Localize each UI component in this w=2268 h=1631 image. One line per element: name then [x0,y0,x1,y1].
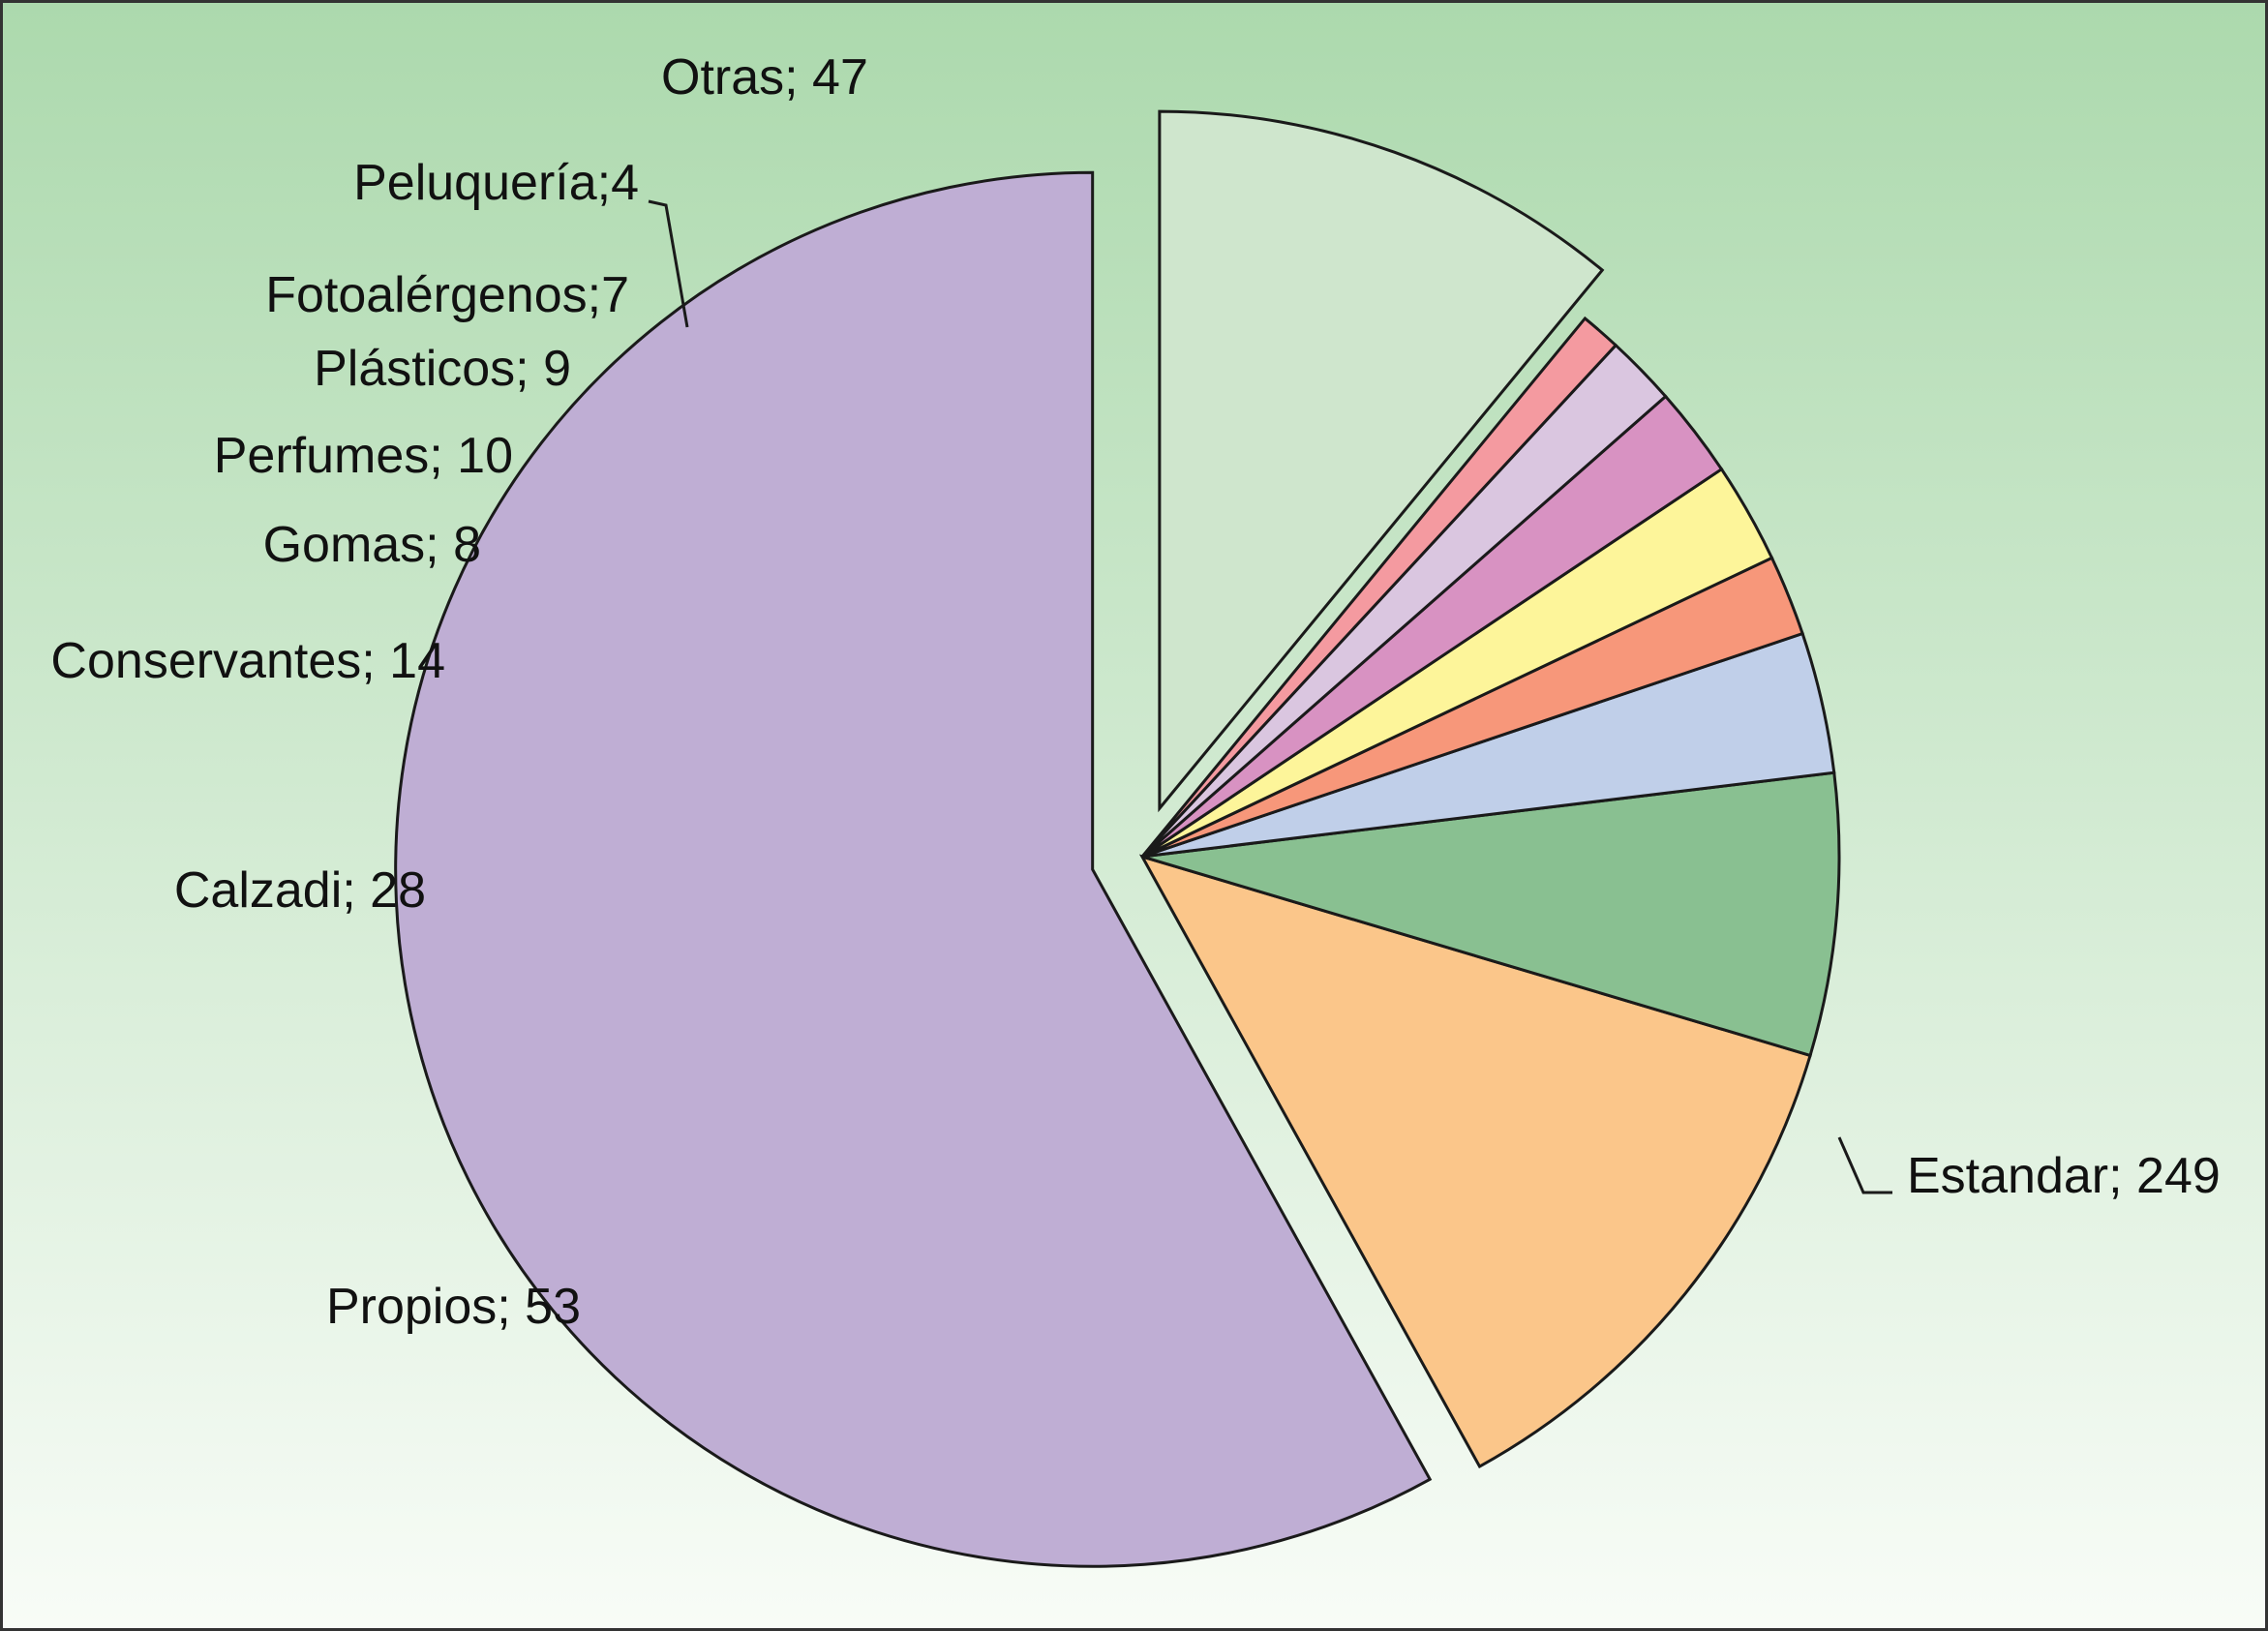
pie-slice-calzadi [1141,770,1841,1058]
slice-label-calzadi: Calzadi; 28 [174,862,426,919]
leader-line-peluqueria [648,199,689,328]
pie-slice-estandar [394,170,1433,1568]
slice-label-propios: Propios; 53 [326,1279,581,1335]
leader-line-estandar [1837,1136,1892,1194]
slice-label-estandar: Estandar; 249 [1907,1148,2221,1204]
leader-lines [648,199,1892,1194]
slice-label-gomas: Gomas; 8 [263,517,481,573]
slice-label-otras: Otras; 47 [661,49,868,106]
pie-slice-peluqueria [1140,316,1618,859]
slice-label-plasticos: Plásticos; 9 [314,341,571,397]
slice-label-conservantes: Conservantes; 14 [50,633,445,689]
pie-slice-otras [1158,109,1605,813]
labels-layer: Estandar; 249 Propios; 53 Calzadi; 28 Co… [50,49,2220,1335]
slice-label-peluqueria: Peluquería;4 [353,155,639,211]
slice-label-fotoalergenos: Fotoalérgenos;7 [265,267,629,323]
slice-label-perfumes: Perfumes; 10 [214,428,513,484]
slices-layer [394,109,1841,1568]
pie-slice-propios [1138,854,1812,1469]
